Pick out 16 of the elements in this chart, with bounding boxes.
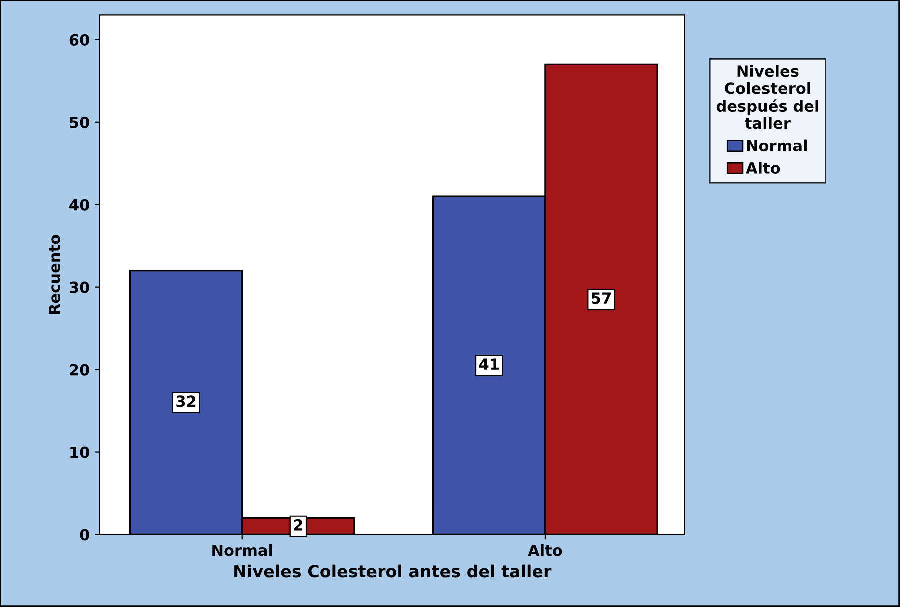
y-tick-label: 0: [80, 529, 90, 541]
data-label: 41: [479, 358, 499, 370]
x-axis-title: Niveles Colesterol antes del taller: [234, 564, 552, 578]
legend-label: Normal: [747, 140, 807, 152]
y-tick-label: 20: [70, 364, 90, 376]
data-label: 57: [592, 292, 611, 304]
y-tick-label: 30: [70, 282, 90, 294]
y-tick-label: 60: [70, 34, 90, 46]
data-label: 32: [176, 396, 196, 408]
y-axis-title: Recuento: [49, 235, 60, 314]
legend-label: Alto: [746, 162, 780, 174]
y-tick-label: 10: [70, 446, 90, 458]
y-tick-label: 50: [70, 116, 90, 128]
y-tick-label: 40: [70, 199, 90, 211]
legend-title: Niveles Colesterol después del taller: [716, 65, 818, 130]
data-label: 2: [294, 519, 302, 531]
